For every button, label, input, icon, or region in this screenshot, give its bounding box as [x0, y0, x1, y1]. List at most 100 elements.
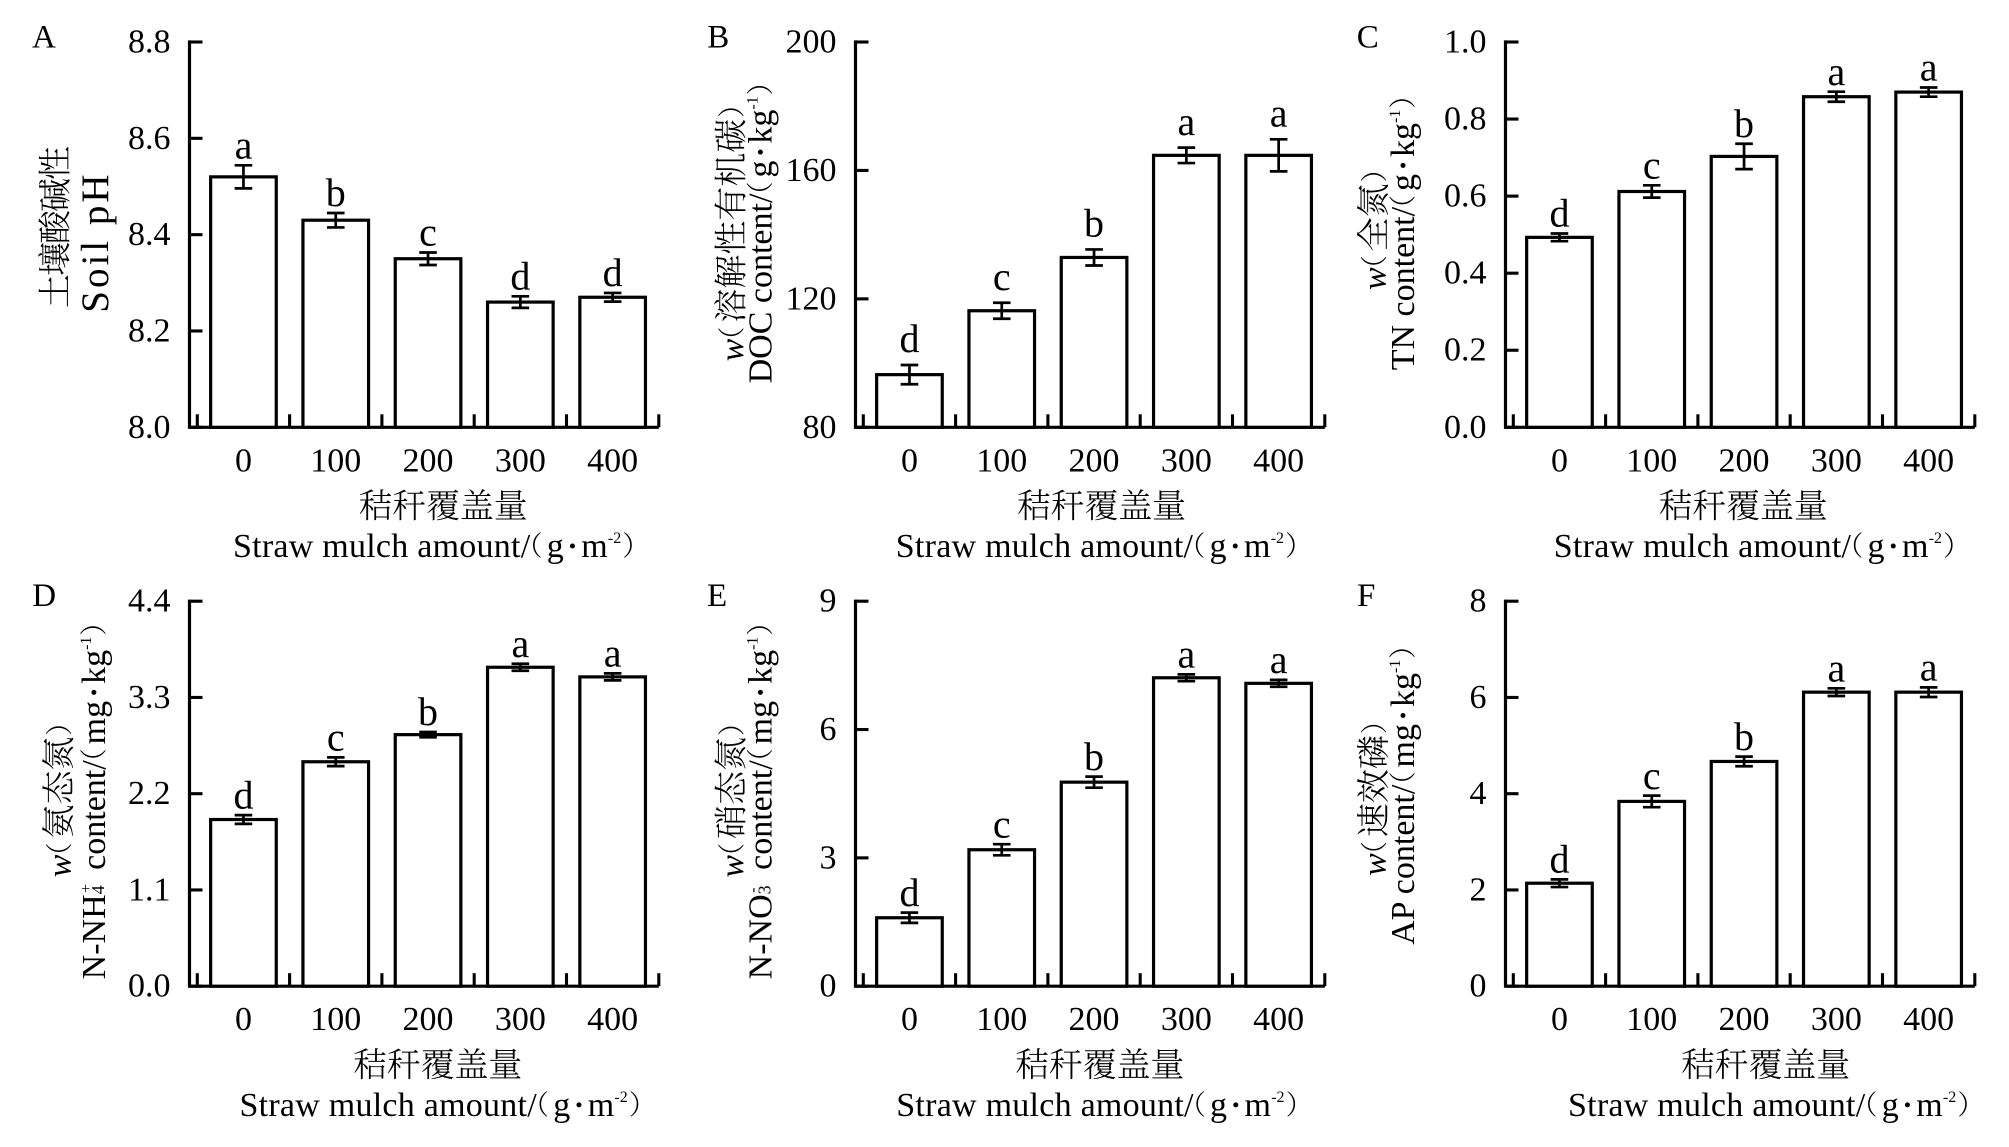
svg-text:100: 100	[1626, 442, 1677, 479]
svg-text:400: 400	[1903, 442, 1954, 479]
svg-text:g: g	[742, 161, 779, 178]
svg-text:AP content/: AP content/	[1385, 784, 1422, 945]
svg-text:g: g	[1210, 1087, 1227, 1124]
svg-text:8.0: 8.0	[128, 409, 171, 446]
svg-text:-2: -2	[1929, 530, 1942, 547]
svg-text:0: 0	[901, 1001, 918, 1038]
svg-text:c: c	[327, 715, 345, 760]
svg-text:4.4: 4.4	[128, 583, 171, 620]
svg-text:kg: kg	[742, 110, 779, 144]
svg-text:200: 200	[1069, 1001, 1120, 1038]
svg-text:a: a	[235, 123, 253, 168]
svg-text:0.4: 0.4	[1444, 255, 1487, 292]
svg-text:a: a	[1177, 632, 1195, 677]
svg-text:80: 80	[803, 409, 837, 446]
svg-text:300: 300	[495, 1001, 546, 1038]
svg-text:0: 0	[901, 442, 918, 479]
svg-text:d: d	[1549, 837, 1569, 882]
svg-text:200: 200	[1719, 1001, 1770, 1038]
svg-text:0.8: 0.8	[1444, 101, 1487, 138]
svg-text:d: d	[603, 250, 623, 295]
svg-text:w: w	[1357, 267, 1394, 290]
svg-text:c: c	[1643, 143, 1661, 188]
svg-text:-2: -2	[608, 530, 621, 547]
svg-text:b: b	[1734, 714, 1754, 759]
svg-text:300: 300	[1811, 442, 1862, 479]
svg-text:3: 3	[754, 885, 774, 894]
svg-text:-1: -1	[744, 637, 761, 650]
svg-text:100: 100	[976, 1001, 1027, 1038]
svg-text:200: 200	[403, 442, 454, 479]
svg-text:a: a	[1920, 45, 1938, 90]
svg-text:300: 300	[1811, 1001, 1862, 1038]
svg-text:Straw mulch amount/: Straw mulch amount/	[896, 1087, 1194, 1124]
svg-text:400: 400	[1253, 442, 1304, 479]
svg-text:Straw mulch amount/: Straw mulch amount/	[239, 1087, 537, 1124]
svg-text:d: d	[1549, 191, 1569, 236]
svg-text:N-NO: N-NO	[742, 894, 779, 979]
svg-text:4: 4	[88, 885, 108, 894]
svg-text:1.0: 1.0	[1444, 24, 1487, 61]
svg-text:TN content/: TN content/	[1385, 206, 1422, 370]
svg-text:kg: kg	[1385, 123, 1422, 157]
svg-text:a: a	[1270, 637, 1288, 682]
svg-text:-1: -1	[1387, 110, 1404, 123]
svg-text:3: 3	[820, 839, 837, 876]
svg-text:-2: -2	[1271, 530, 1284, 547]
svg-text:b: b	[1084, 201, 1104, 246]
svg-text:b: b	[326, 170, 346, 215]
svg-text:8.8: 8.8	[128, 24, 171, 61]
svg-text:0: 0	[820, 968, 837, 1005]
svg-text:m: m	[581, 528, 608, 565]
svg-text:Straw mulch amount/: Straw mulch amount/	[1568, 1087, 1866, 1124]
svg-text:w: w	[42, 854, 79, 877]
svg-text:-1: -1	[1387, 660, 1404, 673]
svg-text:200: 200	[1719, 442, 1770, 479]
svg-text:200: 200	[403, 1001, 454, 1038]
svg-text:120: 120	[786, 280, 837, 317]
svg-text:0.0: 0.0	[1444, 409, 1487, 446]
svg-text:A: A	[32, 19, 56, 55]
svg-text:d: d	[233, 772, 253, 817]
svg-text:300: 300	[495, 442, 546, 479]
svg-text:160: 160	[786, 152, 837, 189]
svg-text:0: 0	[1551, 442, 1568, 479]
svg-text:-2: -2	[1271, 1089, 1284, 1106]
svg-text:mg: mg	[1385, 724, 1422, 767]
svg-text:c: c	[419, 210, 437, 255]
svg-text:400: 400	[587, 1001, 638, 1038]
svg-text:400: 400	[587, 442, 638, 479]
svg-text:m: m	[588, 1087, 615, 1124]
svg-text:Straw mulch amount/: Straw mulch amount/	[1554, 528, 1852, 565]
svg-text:+: +	[78, 884, 95, 893]
svg-text:-2: -2	[614, 1089, 627, 1106]
svg-text:-1: -1	[744, 96, 761, 109]
svg-text:mg: mg	[742, 701, 779, 744]
svg-text:6: 6	[820, 711, 837, 748]
svg-text:400: 400	[1253, 1001, 1304, 1038]
svg-text:kg: kg	[1385, 673, 1422, 707]
svg-text:Soil pH: Soil pH	[74, 171, 117, 312]
svg-text:400: 400	[1903, 1001, 1954, 1038]
svg-text:100: 100	[976, 442, 1027, 479]
svg-text:300: 300	[1161, 1001, 1212, 1038]
svg-text:9: 9	[820, 583, 837, 620]
svg-text:a: a	[1920, 645, 1938, 690]
svg-text:0: 0	[1470, 968, 1487, 1005]
svg-text:-2: -2	[1943, 1089, 1956, 1106]
svg-text:g: g	[1385, 174, 1422, 191]
svg-text:-1: -1	[78, 637, 95, 650]
svg-text:w: w	[714, 338, 751, 361]
svg-text:g: g	[1210, 528, 1227, 565]
svg-text:1.1: 1.1	[128, 871, 171, 908]
svg-text:F: F	[1357, 578, 1375, 614]
svg-text:m: m	[1244, 528, 1271, 565]
svg-text:6: 6	[1470, 679, 1487, 716]
svg-text:m: m	[1245, 1087, 1272, 1124]
svg-text:0.0: 0.0	[128, 968, 171, 1005]
svg-text:a: a	[1270, 90, 1288, 135]
svg-text:g: g	[1882, 1087, 1899, 1124]
svg-text:200: 200	[1069, 442, 1120, 479]
svg-text:kg: kg	[76, 650, 113, 684]
svg-text:g: g	[1868, 528, 1885, 565]
